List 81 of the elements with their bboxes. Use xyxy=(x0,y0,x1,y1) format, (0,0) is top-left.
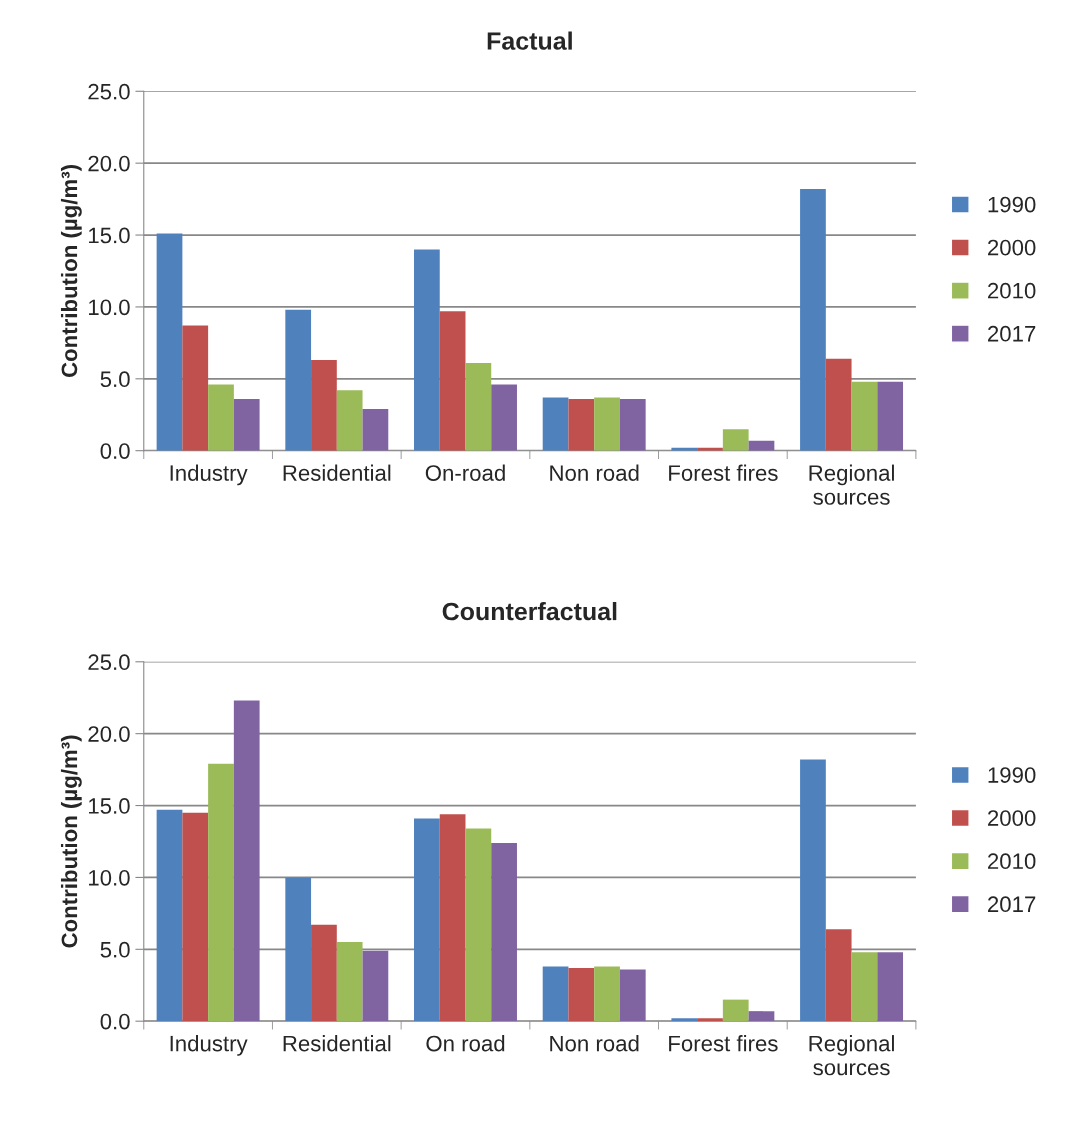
x-tick-label: Regional sources xyxy=(809,1035,894,1076)
bar xyxy=(877,952,904,1022)
bar xyxy=(568,398,595,451)
y-tick-label: 20.0 xyxy=(88,155,130,172)
y-axis-title: Contribution (µg/m³) xyxy=(60,165,82,378)
x-tick-label: Forest fires xyxy=(669,464,778,481)
bar xyxy=(311,924,337,1022)
bar xyxy=(336,390,363,451)
legend-label: 1990 xyxy=(988,196,1036,213)
legend-label: 2017 xyxy=(988,325,1036,342)
bar xyxy=(800,189,826,451)
legend-label: 2000 xyxy=(988,239,1036,256)
bar xyxy=(285,877,312,1022)
x-tick-label: Non road xyxy=(550,1035,639,1052)
bar xyxy=(233,700,260,1022)
bar xyxy=(877,381,904,451)
x-tick-label: Industry xyxy=(170,1035,248,1056)
bar xyxy=(722,999,749,1022)
bar xyxy=(671,1018,698,1022)
bar xyxy=(182,812,209,1022)
bar xyxy=(722,429,749,451)
bar xyxy=(414,249,440,451)
bar xyxy=(414,818,440,1022)
y-tick-label: 0.0 xyxy=(100,443,130,459)
y-tick-label: 25.0 xyxy=(88,654,130,671)
y-tick-label: 10.0 xyxy=(89,869,130,886)
x-tick-label: Non road xyxy=(550,464,639,481)
bar xyxy=(465,828,492,1022)
bar xyxy=(825,358,852,451)
x-tick-label: Residential xyxy=(283,1035,391,1052)
y-tick-label: 15.0 xyxy=(89,227,130,244)
legend-label: 2010 xyxy=(988,282,1036,299)
y-tick-label: 5.0 xyxy=(100,941,130,958)
bar xyxy=(182,325,209,451)
bar xyxy=(336,942,363,1022)
bar xyxy=(362,409,389,451)
bar xyxy=(156,809,183,1022)
y-tick-label: 15.0 xyxy=(89,798,130,814)
x-tick-label: Regional sources xyxy=(809,464,894,505)
bar xyxy=(542,966,569,1022)
bar xyxy=(542,397,569,451)
bar xyxy=(619,969,646,1022)
bar xyxy=(439,311,466,451)
y-tick-label: 10.0 xyxy=(89,299,130,316)
bar xyxy=(697,1018,723,1022)
y-tick-label: 0.0 xyxy=(100,1013,130,1030)
bar xyxy=(594,966,620,1022)
bar xyxy=(439,814,466,1022)
bar xyxy=(156,233,183,451)
legend-label: 2010 xyxy=(988,853,1036,870)
x-tick-label: On road xyxy=(426,1035,505,1052)
bar xyxy=(619,398,646,451)
bar xyxy=(491,384,517,451)
bar xyxy=(800,759,826,1022)
bar xyxy=(568,968,595,1022)
bar xyxy=(465,363,492,451)
legend-label: 1990 xyxy=(988,767,1036,783)
bar xyxy=(491,842,517,1022)
y-tick-label: 5.0 xyxy=(100,371,130,388)
x-tick-label: Forest fires xyxy=(669,1035,778,1052)
bar xyxy=(825,929,852,1022)
x-tick-label: Residential xyxy=(283,464,391,481)
bar xyxy=(851,952,878,1022)
legend-label: 2017 xyxy=(988,896,1036,913)
x-tick-label: On-road xyxy=(425,464,505,481)
bar xyxy=(851,381,878,451)
legend-label: 2000 xyxy=(988,810,1036,826)
bar xyxy=(362,950,389,1022)
y-axis-title: Contribution (µg/m³) xyxy=(60,735,82,948)
bar xyxy=(208,384,234,451)
x-tick-label: Industry xyxy=(170,464,248,486)
bar xyxy=(208,763,234,1022)
y-tick-label: 25.0 xyxy=(88,83,130,100)
bar xyxy=(594,397,620,451)
y-tick-label: 20.0 xyxy=(88,726,130,742)
bar xyxy=(748,1011,775,1022)
bar xyxy=(285,309,312,451)
bar xyxy=(311,360,337,451)
chart-title: Factual xyxy=(487,31,572,50)
chart-title: Counterfactual xyxy=(442,602,617,621)
bar xyxy=(233,398,260,451)
